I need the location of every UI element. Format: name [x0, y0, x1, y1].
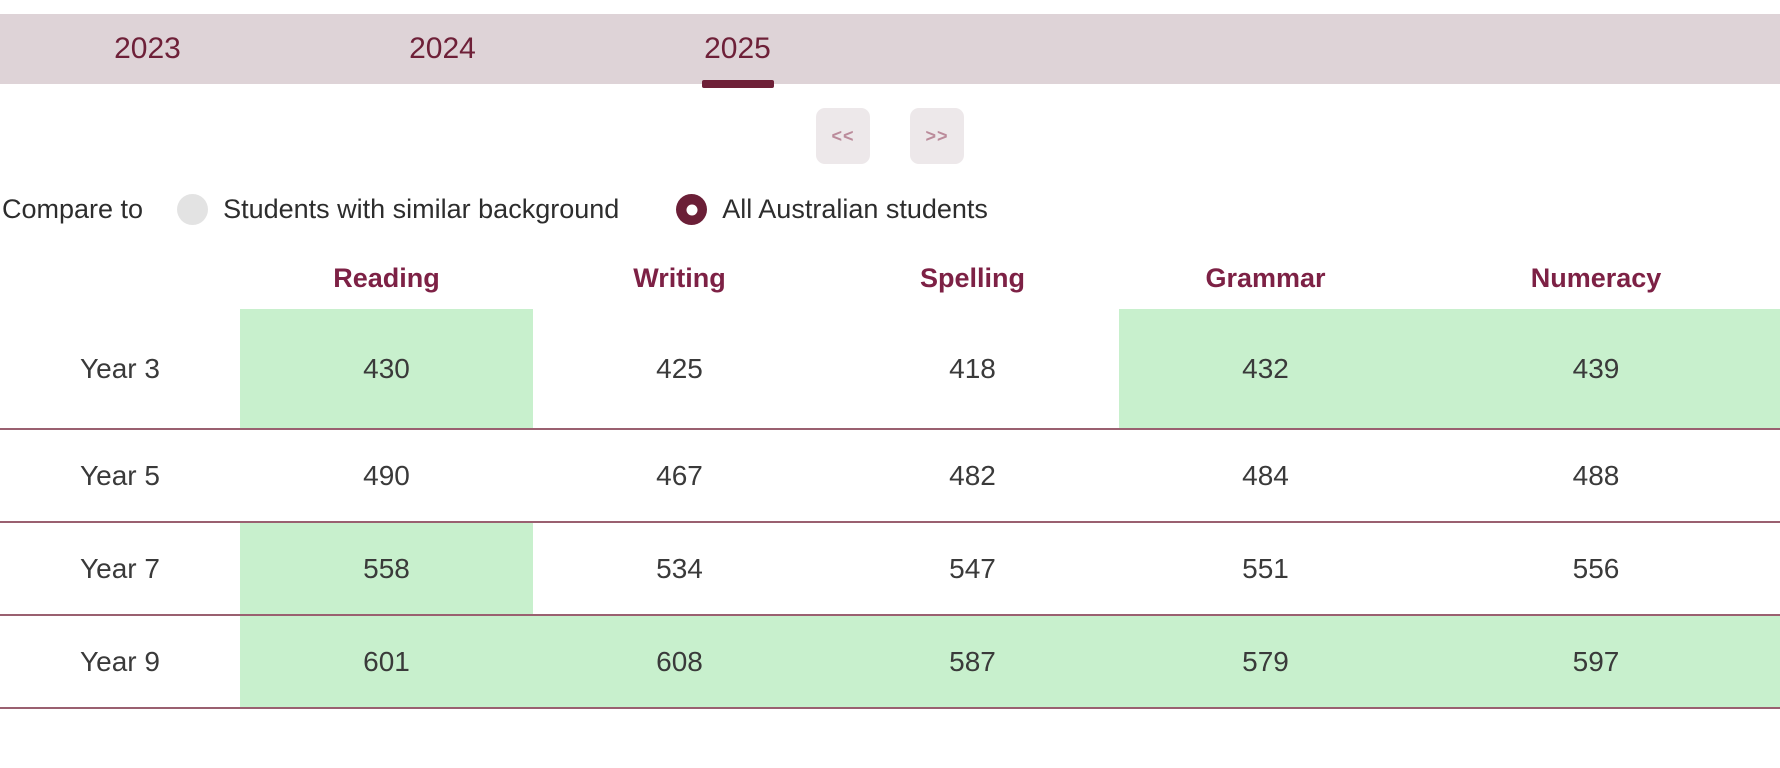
score-cell: 534 [656, 552, 703, 584]
score-cell: 587 [826, 615, 1119, 708]
column-header-reading: Reading [333, 262, 440, 293]
score-cell: 608 [533, 615, 826, 708]
score-cell: 551 [1242, 552, 1289, 584]
radio-unselected-icon[interactable] [177, 194, 209, 225]
pager-prev-button[interactable]: << [816, 108, 870, 164]
radio-all-australian-label: All Australian students [722, 194, 988, 224]
score-cell: 597 [1412, 615, 1780, 708]
column-header-spelling: Spelling [919, 262, 1025, 293]
table-row-year9: Year 9 601 608 587 579 597 [0, 615, 1780, 708]
row-label: Year 7 [80, 552, 160, 584]
table-row-year3: Year 3 430 425 418 432 439 [0, 309, 1780, 429]
score-cell: 484 [1242, 459, 1289, 491]
column-header-numeracy: Numeracy [1530, 262, 1662, 293]
column-header-grammar: Grammar [1205, 262, 1326, 293]
column-header-writing: Writing [633, 262, 726, 293]
score-cell: 547 [949, 552, 996, 584]
pager-next-button[interactable]: >> [910, 108, 964, 164]
compare-to-label: Compare to [2, 194, 144, 224]
score-cell: 488 [1572, 459, 1620, 491]
score-cell: 425 [656, 352, 703, 384]
score-cell: 601 [240, 615, 533, 708]
header-row: Reading Writing Spelling Grammar Numerac… [0, 247, 1780, 309]
score-cell: 432 [1119, 309, 1412, 429]
tab-2023-label: 2023 [114, 32, 181, 65]
radio-similar-background[interactable]: Students with similar background [177, 194, 619, 225]
tab-2025[interactable]: 2025 [590, 14, 885, 88]
score-cell: 430 [240, 309, 533, 429]
table-row-year5: Year 5 490 467 482 484 488 [0, 429, 1780, 522]
score-cell: 467 [656, 459, 703, 491]
score-cell: 579 [1119, 615, 1412, 708]
tab-2025-label: 2025 [704, 32, 771, 65]
radio-all-australian[interactable]: All Australian students [676, 194, 988, 225]
active-tab-underline [701, 80, 774, 88]
score-cell: 439 [1412, 309, 1780, 429]
row-label: Year 5 [80, 459, 160, 491]
score-cell: 558 [240, 522, 533, 615]
corner-header [0, 247, 240, 309]
year-tabbar: 2023 2024 2025 [0, 14, 1780, 88]
tab-2024[interactable]: 2024 [295, 14, 590, 84]
score-cell: 418 [949, 352, 996, 384]
score-cell: 556 [1572, 552, 1620, 584]
row-label: Year 9 [80, 645, 160, 677]
radio-similar-background-label: Students with similar background [223, 194, 620, 224]
tab-2024-label: 2024 [409, 32, 476, 65]
score-cell: 482 [949, 459, 996, 491]
radio-selected-icon[interactable] [676, 194, 708, 225]
row-label: Year 3 [80, 352, 160, 384]
tab-pager: << >> [0, 108, 1780, 164]
results-table: Reading Writing Spelling Grammar Numerac… [0, 247, 1780, 709]
table-row-year7: Year 7 558 534 547 551 556 [0, 522, 1780, 615]
score-cell: 490 [363, 459, 410, 491]
tab-2023[interactable]: 2023 [0, 14, 295, 84]
compare-row: Compare to Students with similar backgro… [0, 194, 1780, 225]
